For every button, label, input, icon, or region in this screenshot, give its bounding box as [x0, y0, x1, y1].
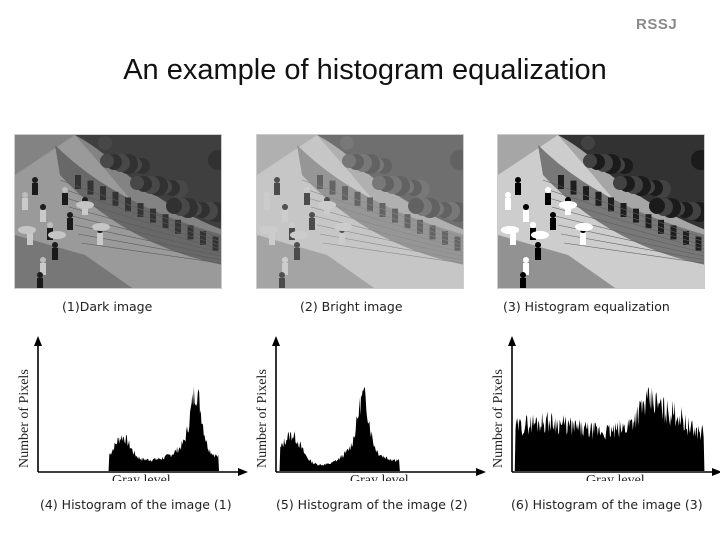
- caption-dark-image: (1)Dark image: [62, 299, 153, 314]
- photo-bright-image: [256, 134, 464, 289]
- great-wall-photo: [498, 135, 704, 288]
- caption-equalized-image: (3) Histogram equalization: [503, 299, 670, 314]
- x-axis-label: Gray level: [350, 473, 409, 481]
- x-label-backdrop: [108, 473, 186, 481]
- y-axis-arrow: [34, 336, 42, 346]
- x-label-backdrop: [582, 473, 660, 481]
- histogram-dark: Number of Pixels Gray level: [16, 336, 248, 481]
- caption-histogram-dark: (4) Histogram of the image (1): [40, 497, 232, 512]
- photo-equalized-image: [497, 134, 705, 289]
- histogram-plot: Number of Pixels Gray level: [17, 336, 248, 481]
- y-axis-arrow: [508, 336, 516, 346]
- histogram-plot: Number of Pixels Gray level: [491, 336, 720, 481]
- x-axis-label: Gray level: [586, 473, 645, 481]
- histogram-plot: Number of Pixels Gray level: [255, 336, 486, 481]
- y-axis-label: Number of Pixels: [255, 369, 270, 468]
- great-wall-photo: [15, 135, 221, 288]
- histogram-area: [278, 387, 473, 471]
- y-axis-arrow: [272, 336, 280, 346]
- y-axis-label: Number of Pixels: [17, 369, 32, 468]
- x-label-backdrop: [346, 473, 424, 481]
- histogram-equalized: Number of Pixels Gray level: [490, 336, 720, 481]
- caption-histogram-bright: (5) Histogram of the image (2): [276, 497, 468, 512]
- page-title: An example of histogram equalization: [123, 54, 607, 86]
- histogram-area: [40, 387, 235, 471]
- great-wall-photo: [257, 135, 463, 288]
- x-axis-label: Gray level: [112, 473, 171, 481]
- histogram-bright: Number of Pixels Gray level: [254, 336, 486, 481]
- y-axis-label: Number of Pixels: [491, 369, 506, 468]
- caption-bright-image: (2) Bright image: [300, 299, 403, 314]
- x-axis-arrow: [476, 468, 486, 476]
- histogram-area: [514, 387, 709, 471]
- caption-histogram-equalized: (6) Histogram of the image (3): [511, 497, 703, 512]
- x-axis-arrow: [238, 468, 248, 476]
- photo-dark-image: [14, 134, 222, 289]
- rssj-logo: RSSJ: [636, 16, 678, 33]
- x-axis-arrow: [712, 468, 720, 476]
